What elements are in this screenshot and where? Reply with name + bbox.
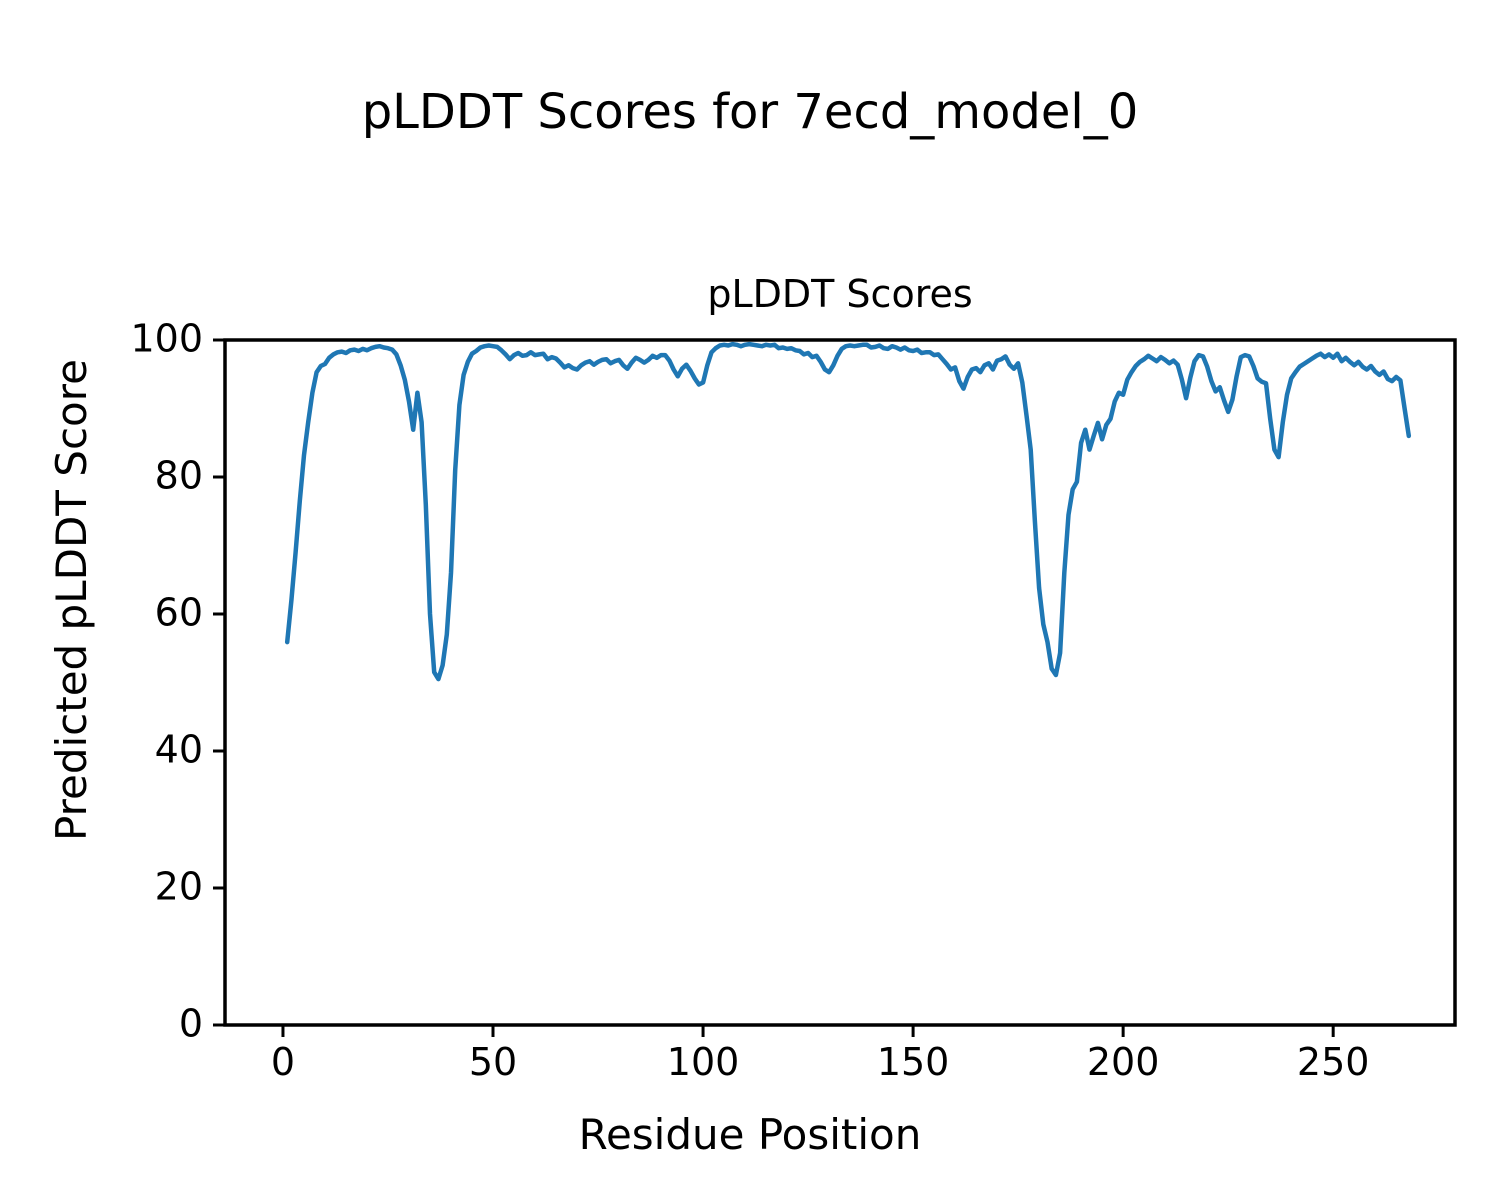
x-tick-label-4: 200	[1086, 1040, 1160, 1084]
x-tick-label-1: 50	[468, 1040, 518, 1084]
x-tick-label-2: 100	[666, 1040, 740, 1084]
y-tick-label-2: 40	[154, 727, 203, 772]
x-tick-label-5: 250	[1296, 1040, 1370, 1084]
plddt-line	[284, 341, 1412, 682]
x-axis-label: Residue Position	[578, 1110, 922, 1159]
figure-title: pLDDT Scores for 7ecd_model_0	[361, 84, 1139, 140]
y-tick-label-1: 20	[154, 864, 203, 909]
y-tick-label-3: 60	[154, 590, 203, 635]
y-tick-label-0: 0	[178, 1001, 203, 1046]
x-tick-label-0: 0	[270, 1040, 296, 1084]
y-tick-label-4: 80	[154, 453, 203, 498]
y-tick-label-5: 100	[130, 316, 203, 361]
plot-border	[223, 338, 1457, 1027]
x-tick-label-3: 150	[876, 1040, 950, 1084]
axes-title: pLDDT Scores	[707, 272, 973, 316]
